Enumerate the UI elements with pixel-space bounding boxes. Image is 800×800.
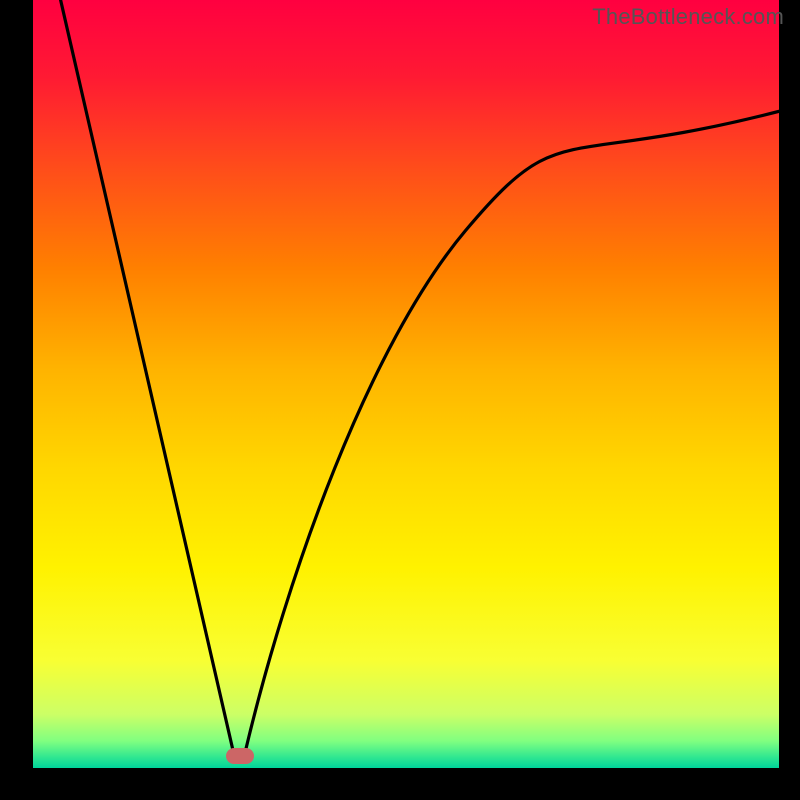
plot-svg bbox=[33, 0, 779, 768]
plot-area bbox=[33, 0, 779, 768]
frame-right bbox=[779, 0, 800, 800]
valley-marker bbox=[226, 748, 254, 764]
chart-container: TheBottleneck.com bbox=[0, 0, 800, 800]
watermark-text: TheBottleneck.com bbox=[592, 4, 784, 30]
gradient-background bbox=[33, 0, 779, 768]
frame-bottom bbox=[0, 768, 800, 800]
frame-left bbox=[0, 0, 33, 800]
